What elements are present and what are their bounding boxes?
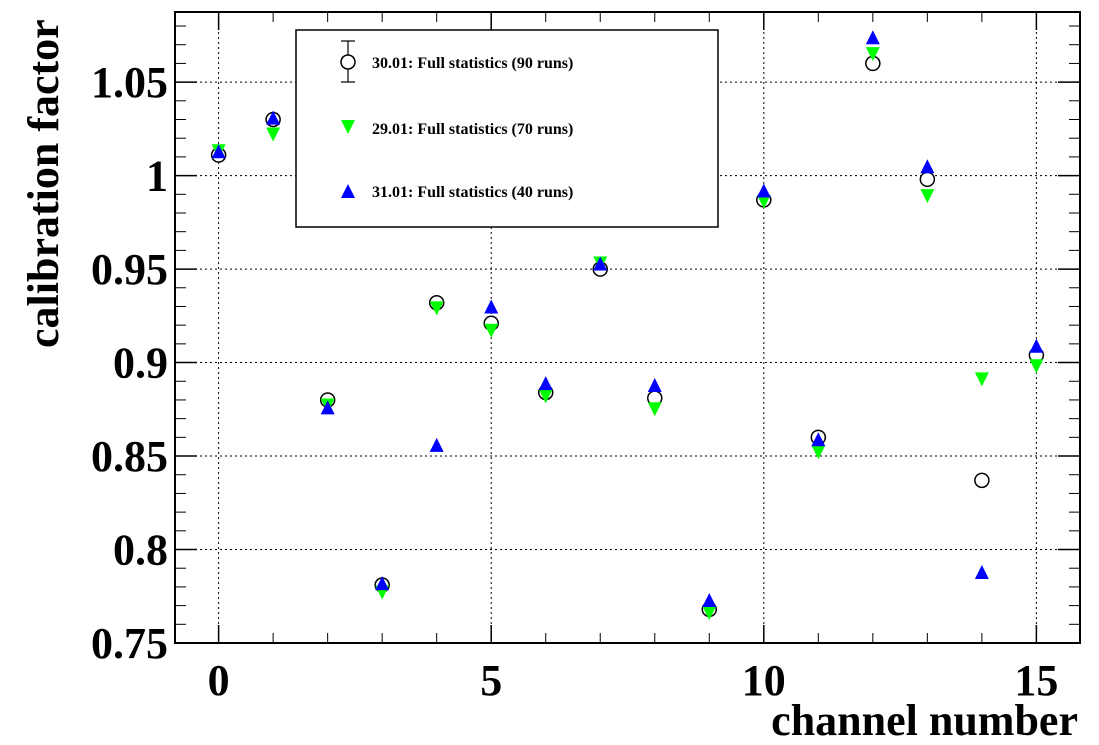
data-point-series-2 <box>974 372 989 387</box>
y-tick-label: 1 <box>146 152 168 201</box>
data-point-series-3 <box>1029 338 1044 353</box>
data-point-series-3 <box>920 159 935 174</box>
legend-marker-series-2 <box>341 120 355 134</box>
x-tick-label: 10 <box>742 656 786 705</box>
data-point-series-3 <box>702 592 717 607</box>
data-point-series-3 <box>865 30 880 45</box>
y-tick-labels: 0.75 0.8 0.85 0.9 0.95 1 1.05 <box>91 58 168 668</box>
x-tick-label: 5 <box>480 656 502 705</box>
legend-marker-series-1 <box>340 54 356 70</box>
data-point-series-2 <box>1029 359 1044 374</box>
data-point-series-3 <box>375 576 390 591</box>
data-point-series-2 <box>266 127 281 142</box>
data-point-series-3 <box>320 400 335 415</box>
data-points <box>210 30 1045 621</box>
y-tick-label: 0.9 <box>113 339 168 388</box>
legend: 30.01: Full statistics (90 runs) 29.01: … <box>295 29 719 228</box>
data-point-series-3 <box>593 256 608 271</box>
data-point-series-2 <box>702 606 717 621</box>
legend-label-series-1: 30.01: Full statistics (90 runs) <box>372 55 573 72</box>
data-point-series-2 <box>811 445 826 460</box>
data-point-series-3 <box>266 110 281 125</box>
x-axis-title: channel number <box>771 696 1078 745</box>
y-tick-label: 0.8 <box>113 526 168 575</box>
data-point-series-3 <box>429 437 444 452</box>
x-tick-label: 0 <box>208 656 230 705</box>
data-point-series-1 <box>974 472 990 489</box>
plot-frame <box>174 11 1081 644</box>
data-point-series-2 <box>538 389 553 404</box>
y-tick-label: 0.85 <box>91 432 168 481</box>
legend-label-series-2: 29.01: Full statistics (70 runs) <box>372 121 573 138</box>
data-point-series-3 <box>538 376 553 391</box>
legend-markers <box>340 40 356 198</box>
data-point-series-3 <box>811 432 826 447</box>
y-tick-label: 0.95 <box>91 245 168 294</box>
data-point-series-3 <box>211 144 226 159</box>
data-point-series-3 <box>756 183 771 198</box>
data-point-series-2 <box>756 194 771 209</box>
legend-marker-series-3 <box>341 184 355 198</box>
x-tick-label: 15 <box>1014 656 1058 705</box>
data-point-series-1 <box>919 171 936 188</box>
data-point-series-2 <box>920 189 935 204</box>
legend-box <box>295 29 719 228</box>
data-point-series-3 <box>647 377 662 392</box>
data-point-series-3 <box>484 299 499 314</box>
x-tick-labels: 0 5 10 15 <box>208 656 1059 705</box>
data-point-series-2 <box>429 301 444 316</box>
data-point-series-2 <box>484 323 499 338</box>
data-point-series-2 <box>865 47 880 62</box>
legend-label-series-3: 31.01: Full statistics (40 runs) <box>372 184 573 201</box>
y-tick-label: 0.75 <box>91 619 168 668</box>
y-tick-label: 1.05 <box>91 58 168 107</box>
data-point-series-2 <box>647 402 662 417</box>
axis-ticks <box>175 12 1080 644</box>
y-axis-title: calibration factor <box>19 19 68 348</box>
data-point-series-3 <box>974 564 989 579</box>
